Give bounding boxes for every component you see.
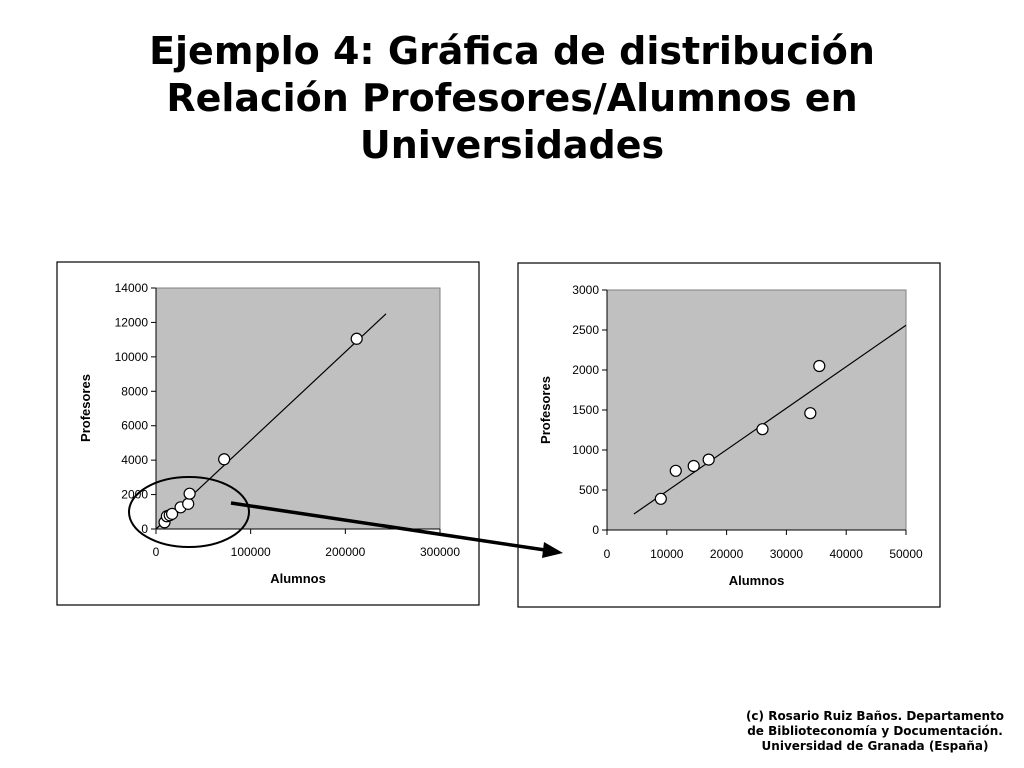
zoom-annotation bbox=[128, 476, 563, 558]
credit-line-2: de Biblioteconomía y Documentación. bbox=[747, 724, 1003, 738]
y-axis-title: Profesores bbox=[538, 376, 553, 444]
x-tick-label: 200000 bbox=[325, 545, 365, 559]
data-point bbox=[669, 464, 682, 477]
x-tick-label: 10000 bbox=[650, 547, 684, 561]
title-line-1: Ejemplo 4: Gráfica de distribución bbox=[149, 29, 875, 73]
zoom-arrow-line bbox=[230, 501, 546, 552]
trend-line bbox=[633, 324, 907, 515]
y-tick-label: 2000 bbox=[572, 363, 599, 377]
data-point bbox=[165, 507, 179, 520]
y-tick-label: 1000 bbox=[572, 443, 599, 457]
highlight-ellipse bbox=[128, 476, 250, 548]
y-tick-label: 4000 bbox=[121, 453, 148, 467]
data-point bbox=[218, 453, 231, 466]
y-tick-label: 12000 bbox=[115, 315, 149, 329]
slide-title: Ejemplo 4: Gráfica de distribución Relac… bbox=[0, 28, 1024, 169]
zoom-arrow-head bbox=[542, 542, 563, 558]
x-tick-label: 50000 bbox=[889, 547, 923, 561]
plot-area bbox=[155, 287, 441, 530]
plot-area bbox=[606, 289, 907, 531]
x-tick-label: 40000 bbox=[830, 547, 864, 561]
credit-line-3: Universidad de Granada (España) bbox=[761, 739, 989, 753]
y-tick-label: 10000 bbox=[115, 350, 149, 364]
y-tick-label: 2500 bbox=[572, 323, 599, 337]
x-axis-title: Alumnos bbox=[729, 573, 785, 588]
y-tick-label: 6000 bbox=[121, 419, 148, 433]
data-point bbox=[182, 497, 195, 510]
y-tick-label: 14000 bbox=[115, 281, 149, 295]
x-tick-label: 300000 bbox=[420, 545, 460, 559]
data-point bbox=[756, 423, 769, 436]
data-point bbox=[702, 453, 715, 466]
x-axis-title: Alumnos bbox=[270, 571, 326, 586]
title-line-2: Relación Profesores/Alumnos en bbox=[166, 76, 858, 120]
data-point bbox=[813, 359, 826, 373]
data-point bbox=[804, 407, 817, 420]
credit-line-1: (c) Rosario Ruiz Baños. Departamento bbox=[745, 709, 1005, 723]
title-line-3: Universidades bbox=[359, 123, 665, 167]
data-point bbox=[183, 487, 196, 500]
x-tick-label: 20000 bbox=[710, 547, 744, 561]
data-point bbox=[654, 492, 667, 505]
y-tick-label: 8000 bbox=[121, 384, 148, 398]
y-tick-label: 0 bbox=[141, 522, 148, 536]
y-axis-title: Profesores bbox=[78, 374, 93, 442]
y-tick-label: 1500 bbox=[572, 403, 599, 417]
y-tick-label: 0 bbox=[592, 523, 599, 537]
data-point bbox=[687, 459, 700, 473]
copyright-credit: (c) Rosario Ruiz Baños. Departamento de … bbox=[700, 709, 1024, 754]
x-tick-label: 30000 bbox=[770, 547, 804, 561]
y-tick-label: 500 bbox=[579, 483, 599, 497]
x-tick-label: 0 bbox=[153, 545, 160, 559]
data-point bbox=[350, 332, 363, 345]
y-tick-label: 3000 bbox=[572, 283, 599, 297]
x-tick-label: 0 bbox=[604, 547, 611, 561]
x-tick-label: 100000 bbox=[231, 545, 271, 559]
